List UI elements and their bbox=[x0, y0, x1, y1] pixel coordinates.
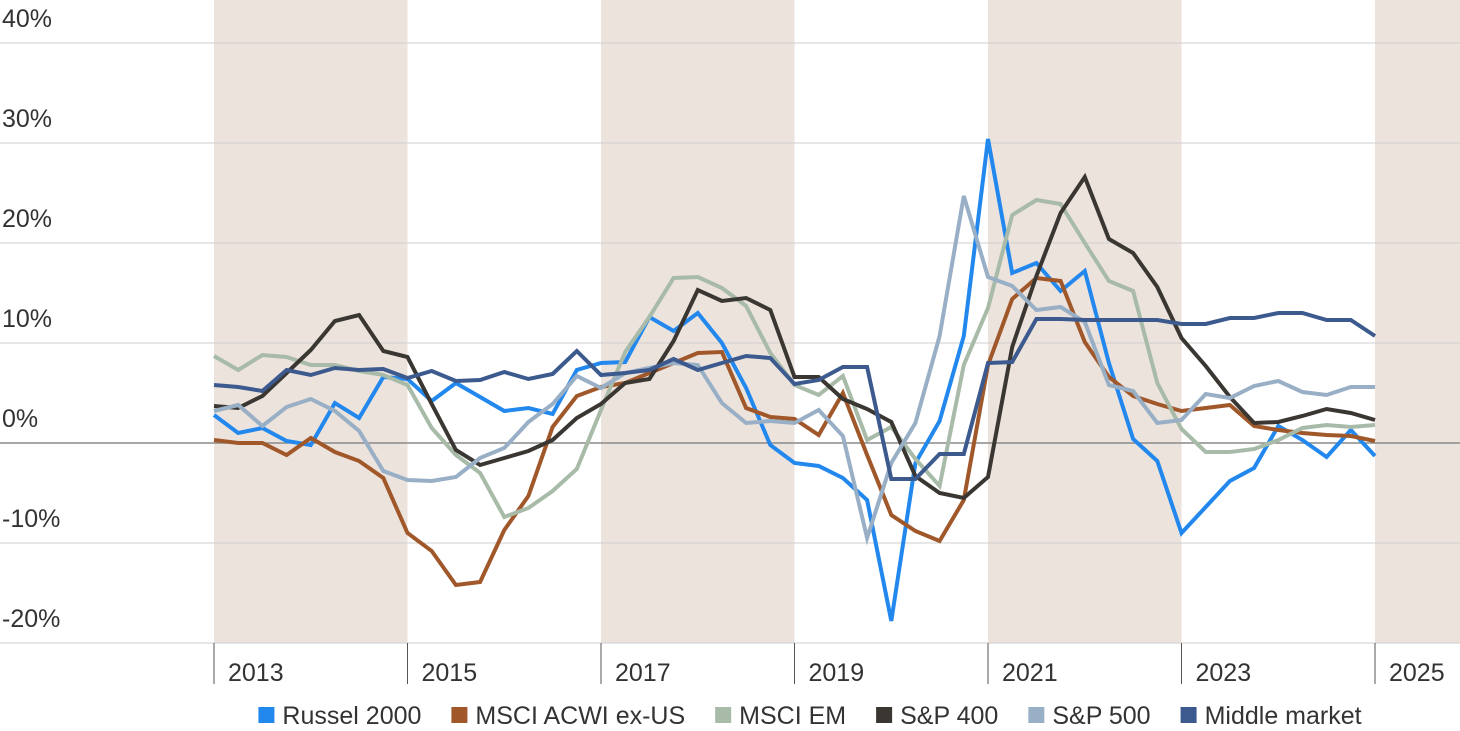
shaded-period-3 bbox=[1375, 0, 1460, 643]
x-axis-ticks: 2013 2015 2017 2019 2021 2023 2025 bbox=[213, 643, 1445, 687]
y-tick-label: 0% bbox=[2, 405, 38, 433]
series-lines bbox=[212, 138, 1377, 622]
series-line-s-p-500 bbox=[213, 195, 1375, 546]
shaded-period-1 bbox=[601, 0, 795, 643]
legend-label-s-p-400: S&P 400 bbox=[900, 702, 998, 730]
y-axis-ticks: 40% 30% 20% 10% 0% -10% -20% bbox=[2, 5, 60, 633]
legend: Russel 2000 MSCI ACWI ex-US MSCI EM S&P 400… bbox=[258, 702, 1362, 730]
x-tick-label: 2017 bbox=[615, 659, 671, 687]
legend-label-msci-acwi-ex-us: MSCI ACWI ex-US bbox=[475, 702, 685, 730]
legend-swatch-s-p-400 bbox=[876, 707, 893, 723]
shaded-periods bbox=[214, 0, 1460, 643]
y-tick-label: -10% bbox=[2, 505, 60, 533]
y-tick-label: 20% bbox=[2, 205, 52, 233]
series-line-s-p-400 bbox=[213, 172, 1376, 501]
x-tick-label: 2013 bbox=[228, 659, 284, 687]
x-tick-label: 2015 bbox=[422, 659, 478, 687]
x-tick-label: 2023 bbox=[1196, 659, 1252, 687]
legend-swatch-s-p-500 bbox=[1028, 707, 1045, 723]
legend-swatch-russel-2000 bbox=[258, 707, 275, 723]
legend-label-s-p-500: S&P 500 bbox=[1052, 702, 1150, 730]
gridlines bbox=[0, 42, 1460, 644]
x-tick-label: 2019 bbox=[809, 659, 865, 687]
y-tick-label: 30% bbox=[2, 105, 52, 133]
legend-label-msci-em: MSCI EM bbox=[739, 702, 846, 730]
y-tick-label: -20% bbox=[2, 605, 60, 633]
x-tick-label: 2021 bbox=[1002, 659, 1058, 687]
y-tick-label: 40% bbox=[2, 5, 52, 33]
legend-label-middle-market: Middle market bbox=[1205, 702, 1362, 730]
x-tick-label: 2025 bbox=[1389, 659, 1445, 687]
y-tick-label: 10% bbox=[2, 305, 52, 333]
legend-swatch-msci-em bbox=[715, 707, 732, 723]
legend-swatch-middle-market bbox=[1180, 707, 1197, 723]
shaded-period-0 bbox=[214, 0, 408, 643]
legend-label-russel-2000: Russel 2000 bbox=[282, 702, 421, 730]
legend-swatch-msci-acwi-ex-us bbox=[451, 707, 468, 723]
series-line-middle-market bbox=[213, 311, 1377, 481]
series-line-msci-acwi-ex-us bbox=[213, 275, 1376, 588]
